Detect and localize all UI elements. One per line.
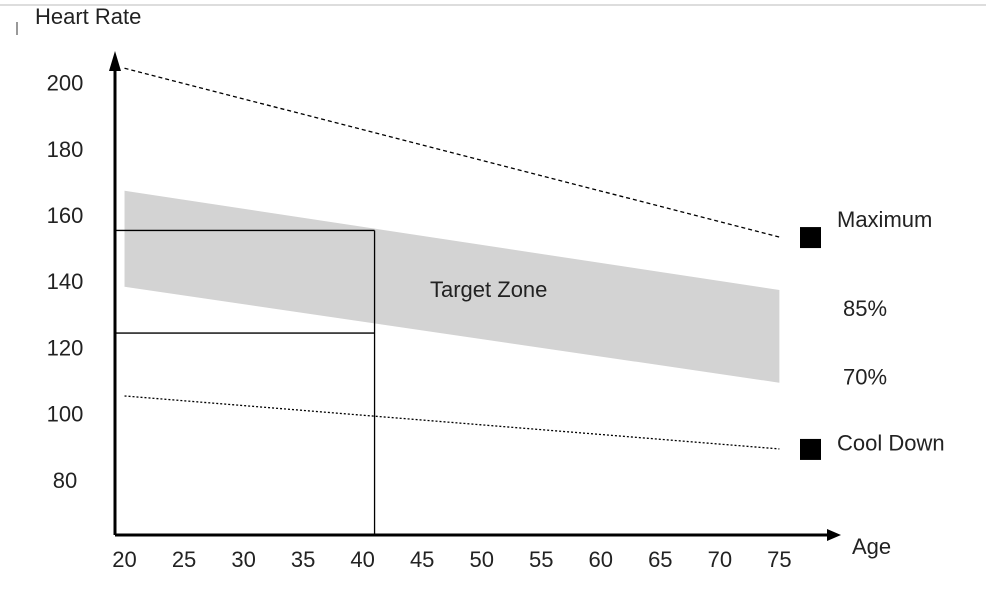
x-axis-arrow bbox=[827, 529, 841, 541]
x-tick-label: 20 bbox=[112, 547, 136, 572]
x-tick-label: 40 bbox=[350, 547, 374, 572]
y-tick-label: 100 bbox=[47, 402, 84, 427]
upper-label: 85% bbox=[843, 296, 887, 321]
series-line bbox=[124, 67, 780, 238]
x-tick-label: 50 bbox=[469, 547, 493, 572]
band-label: Target Zone bbox=[430, 277, 547, 302]
x-axis-title: Age bbox=[852, 534, 891, 559]
y-tick-label: 80 bbox=[53, 468, 77, 493]
x-tick-label: 55 bbox=[529, 547, 553, 572]
x-tick-label: 45 bbox=[410, 547, 434, 572]
y-tick-label: 180 bbox=[47, 137, 84, 162]
target-zone-band bbox=[124, 190, 780, 383]
legend-marker bbox=[800, 227, 821, 249]
y-tick-label: 140 bbox=[47, 269, 84, 294]
y-axis-arrow bbox=[109, 51, 121, 71]
lower-label: 70% bbox=[843, 365, 887, 390]
legend-label: Maximum bbox=[837, 207, 932, 232]
x-tick-label: 65 bbox=[648, 547, 672, 572]
x-tick-label: 25 bbox=[172, 547, 196, 572]
x-tick-label: 70 bbox=[708, 547, 732, 572]
x-tick-label: 75 bbox=[767, 547, 791, 572]
y-tick-label: 200 bbox=[47, 71, 84, 96]
x-tick-label: 60 bbox=[589, 547, 613, 572]
legend-label: Cool Down bbox=[837, 431, 945, 456]
x-tick-label: 30 bbox=[231, 547, 255, 572]
y-tick-label: 120 bbox=[47, 335, 84, 360]
y-axis-title: Heart Rate bbox=[35, 4, 141, 29]
x-tick-label: 35 bbox=[291, 547, 315, 572]
y-tick-label: 160 bbox=[47, 203, 84, 228]
legend-marker bbox=[800, 438, 821, 460]
series-line bbox=[124, 395, 780, 450]
